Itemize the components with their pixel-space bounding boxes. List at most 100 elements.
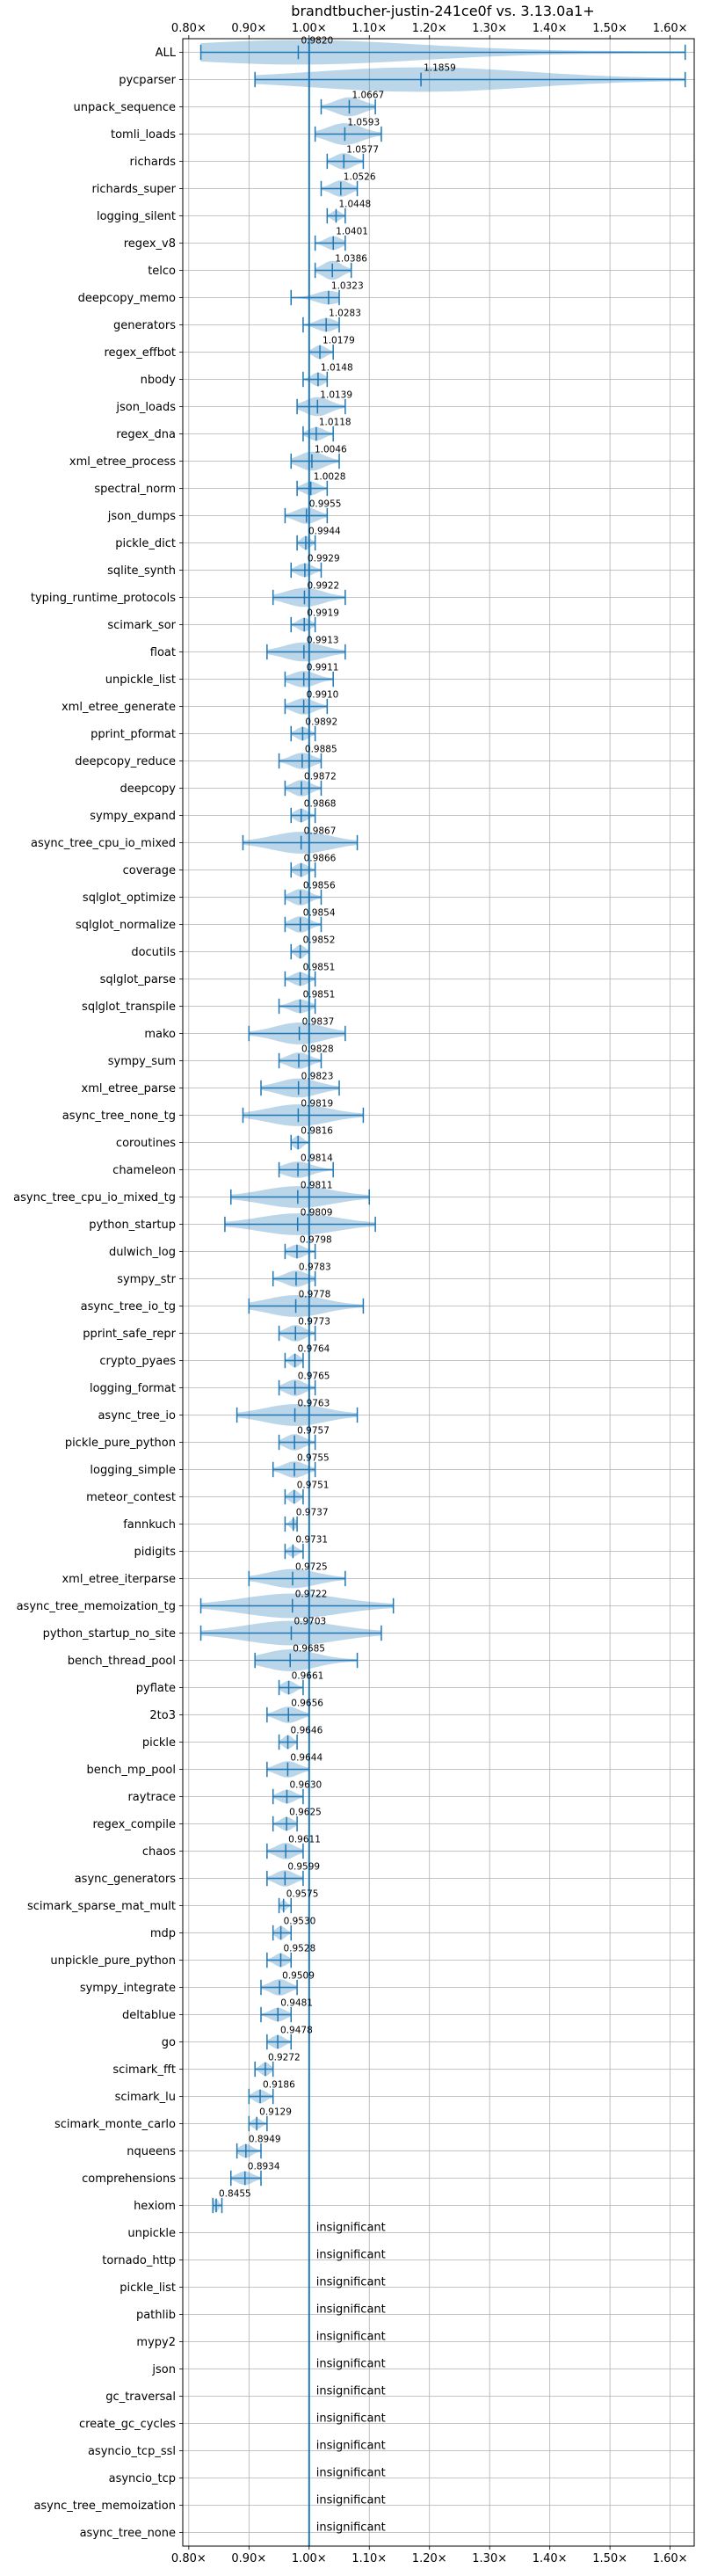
benchmark-name-label: generators xyxy=(113,319,176,332)
value-label: 0.9478 xyxy=(280,2026,313,2036)
benchmark-name-label: mdp xyxy=(150,1927,176,1940)
benchmark-name-label: async_tree_memoization_tg xyxy=(17,1600,176,1613)
value-label: 0.9919 xyxy=(307,608,339,619)
value-label: 1.0139 xyxy=(320,390,352,401)
benchmark-name-label: docutils xyxy=(131,946,176,959)
benchmark-name-label: python_startup xyxy=(89,1219,176,1232)
insignificant-label: insignificant xyxy=(316,2521,386,2535)
insignificant-label: insignificant xyxy=(316,2385,386,2398)
value-label: 0.9872 xyxy=(304,772,337,782)
benchmark-name-label: async_generators xyxy=(75,1873,177,1886)
benchmark-name-label: scimark_sparse_mat_mult xyxy=(27,1900,176,1913)
benchmark-name-label: float xyxy=(150,646,176,659)
value-label: 0.9783 xyxy=(299,1263,331,1273)
value-label: 0.9922 xyxy=(307,581,339,592)
benchmark-name-label: pprint_safe_repr xyxy=(83,1328,176,1341)
insignificant-label: insignificant xyxy=(316,2412,386,2426)
benchmark-name-label: unpickle_list xyxy=(105,673,176,687)
benchmark-name-label: regex_compile xyxy=(92,1818,176,1831)
x-tick-label-top: 1.30× xyxy=(472,22,507,35)
value-label: 0.9955 xyxy=(309,499,342,510)
benchmark-name-label: create_gc_cycles xyxy=(79,2418,176,2431)
value-label: 0.9611 xyxy=(288,1835,321,1845)
benchmark-name-label: scimark_sor xyxy=(107,619,176,632)
benchmark-name-label: regex_effbot xyxy=(104,346,176,360)
benchmark-name-label: sqlite_synth xyxy=(107,564,176,578)
benchmark-name-label: fannkuch xyxy=(123,1518,176,1532)
value-label: 0.9854 xyxy=(303,908,336,919)
benchmark-name-label: typing_runtime_protocols xyxy=(31,592,176,605)
value-label: 1.0283 xyxy=(329,309,361,319)
benchmark-name-label: deepcopy_reduce xyxy=(75,755,176,768)
benchmark-name-label: xml_etree_parse xyxy=(82,1082,176,1095)
x-tick-label-top: 0.90× xyxy=(231,22,266,35)
benchmark-name-label: mypy2 xyxy=(136,2336,176,2349)
insignificant-label: insignificant xyxy=(316,2358,386,2371)
value-label: 1.0526 xyxy=(344,172,376,183)
value-label: 0.9725 xyxy=(295,1562,328,1573)
benchmark-name-label: logging_format xyxy=(90,1382,176,1395)
x-tick-label-bottom: 1.50× xyxy=(592,2552,627,2565)
benchmark-name-label: logging_silent xyxy=(97,210,176,223)
x-tick-label-bottom: 1.30× xyxy=(472,2552,507,2565)
value-label: 1.0179 xyxy=(323,336,355,346)
benchmark-name-label: richards xyxy=(130,156,177,169)
benchmark-name-label: deepcopy_memo xyxy=(78,292,176,305)
x-tick-label-top: 1.00× xyxy=(292,22,327,35)
benchmark-name-label: regex_v8 xyxy=(124,237,176,251)
insignificant-label: insignificant xyxy=(316,2467,386,2480)
value-label: 0.9837 xyxy=(302,1017,335,1028)
benchmark-name-label: pprint_pformat xyxy=(91,728,176,741)
benchmark-name-label: pickle_pure_python xyxy=(65,1437,176,1450)
value-label: 0.9828 xyxy=(301,1044,334,1055)
value-label: 0.9910 xyxy=(307,690,339,701)
value-label: 0.9885 xyxy=(305,745,337,755)
value-label: 0.9575 xyxy=(286,1889,319,1900)
benchmark-name-label: json_dumps xyxy=(107,510,176,523)
benchmark-name-label: sqlglot_transpile xyxy=(82,1001,176,1014)
benchmark-name-label: hexiom xyxy=(134,2200,176,2213)
value-label: 1.0448 xyxy=(338,200,371,210)
insignificant-label: insignificant xyxy=(316,2331,386,2344)
value-label: 0.9944 xyxy=(308,527,341,537)
x-tick-label-bottom: 1.20× xyxy=(412,2552,447,2565)
benchmark-name-label: regex_dna xyxy=(116,428,176,441)
value-label: 0.9685 xyxy=(293,1644,325,1655)
x-tick-label-top: 1.60× xyxy=(653,22,688,35)
insignificant-label: insignificant xyxy=(316,2276,386,2289)
value-label: 0.9763 xyxy=(298,1399,330,1409)
benchmark-name-label: 2to3 xyxy=(149,1709,176,1722)
value-label: 0.9755 xyxy=(297,1453,330,1464)
value-label: 0.9656 xyxy=(291,1699,323,1709)
benchmark-name-label: sqlglot_parse xyxy=(100,973,176,986)
benchmark-name-label: pathlib xyxy=(136,2309,176,2322)
value-label: 0.9272 xyxy=(268,2053,301,2063)
benchmark-name-label: tornado_http xyxy=(102,2254,176,2267)
benchmark-name-label: async_tree_cpu_io_mixed_tg xyxy=(13,1191,176,1204)
x-tick-label-top: 1.50× xyxy=(592,22,627,35)
x-tick-label-top: 0.80× xyxy=(171,22,207,35)
benchmark-name-label: coverage xyxy=(123,864,176,877)
benchmark-name-label: sqlglot_optimize xyxy=(83,891,176,905)
value-label: 0.9731 xyxy=(295,1535,328,1546)
benchmark-name-label: deepcopy xyxy=(120,782,176,796)
benchmark-name-label: sympy_str xyxy=(117,1273,176,1286)
value-label: 0.9661 xyxy=(292,1671,324,1682)
x-tick-label-top: 1.40× xyxy=(533,22,568,35)
value-label: 0.9630 xyxy=(289,1780,322,1791)
grid-lines xyxy=(183,39,694,2546)
value-label: 0.9599 xyxy=(287,1862,320,1873)
benchmark-name-label: mako xyxy=(144,1028,176,1041)
benchmark-name-label: unpickle xyxy=(127,2227,176,2240)
value-label: 0.9737 xyxy=(296,1508,329,1518)
benchmark-name-label: telco xyxy=(148,265,176,278)
value-label: 0.9764 xyxy=(298,1344,330,1355)
x-tick-label-bottom: 1.00× xyxy=(292,2552,327,2565)
value-label: 0.9809 xyxy=(301,1208,333,1219)
benchmark-name-label: async_tree_none_tg xyxy=(62,1110,176,1123)
value-label: 0.8455 xyxy=(219,2189,251,2200)
value-label: 1.0323 xyxy=(331,281,364,292)
benchmark-name-label: xml_etree_process xyxy=(69,455,176,469)
